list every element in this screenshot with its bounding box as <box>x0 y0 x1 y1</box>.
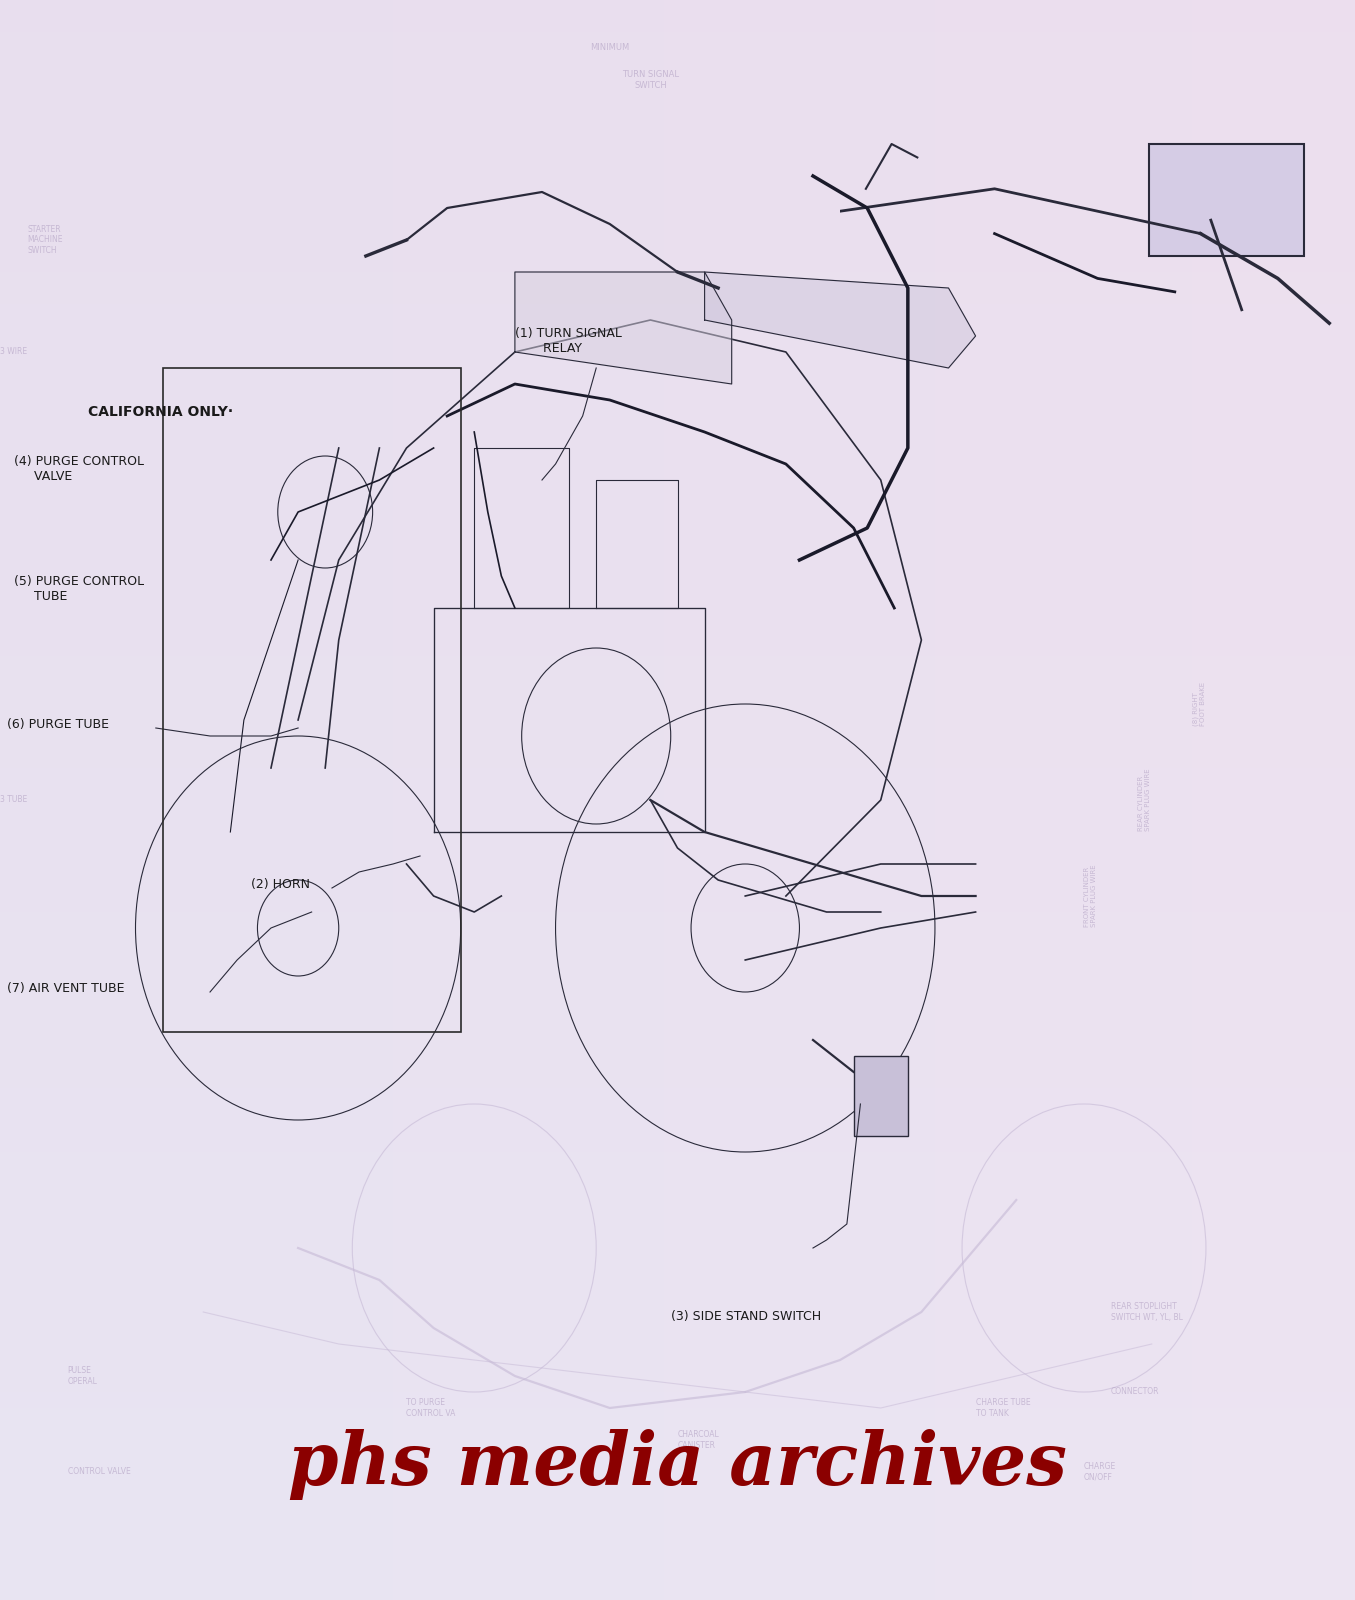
Text: TURN SIGNAL
SWITCH: TURN SIGNAL SWITCH <box>622 70 679 90</box>
Text: 3 WIRE: 3 WIRE <box>0 347 27 357</box>
Text: (3) SIDE STAND SWITCH: (3) SIDE STAND SWITCH <box>671 1310 821 1323</box>
Text: (2) HORN: (2) HORN <box>251 878 310 891</box>
Text: TO PURGE
CONTROL VA: TO PURGE CONTROL VA <box>406 1398 455 1418</box>
Text: CONNECTOR: CONNECTOR <box>1111 1387 1160 1397</box>
Text: phs media archives: phs media archives <box>289 1429 1066 1499</box>
Text: CHARGE
ON/OFF: CHARGE ON/OFF <box>1084 1462 1117 1482</box>
Text: (6) PURGE TUBE: (6) PURGE TUBE <box>7 718 108 731</box>
Text: CHARGE TUBE
TO TANK: CHARGE TUBE TO TANK <box>976 1398 1030 1418</box>
Text: (1) TURN SIGNAL
       RELAY: (1) TURN SIGNAL RELAY <box>515 326 622 355</box>
Text: (4) PURGE CONTROL
     VALVE: (4) PURGE CONTROL VALVE <box>14 454 144 483</box>
Text: CONTROL VALVE: CONTROL VALVE <box>68 1467 130 1477</box>
Polygon shape <box>515 272 732 384</box>
Text: MINIMUM: MINIMUM <box>591 43 629 53</box>
Text: STARTER
MACHINE
SWITCH: STARTER MACHINE SWITCH <box>27 226 62 254</box>
Text: (8) RIGHT
FOOT BRAKE: (8) RIGHT FOOT BRAKE <box>1192 682 1206 726</box>
Text: FRONT CYLINDER
SPARK PLUG WIRE: FRONT CYLINDER SPARK PLUG WIRE <box>1084 864 1098 928</box>
Bar <box>163 368 461 1032</box>
Text: PULSE
OPERAL: PULSE OPERAL <box>68 1366 98 1386</box>
Text: (5) PURGE CONTROL
     TUBE: (5) PURGE CONTROL TUBE <box>14 574 144 603</box>
Text: REAR CYLINDER
SPARK PLUG WIRE: REAR CYLINDER SPARK PLUG WIRE <box>1138 768 1152 832</box>
Text: (7) AIR VENT TUBE: (7) AIR VENT TUBE <box>7 982 125 995</box>
Text: CHARCOAL
CANISTER: CHARCOAL CANISTER <box>678 1430 720 1450</box>
Bar <box>854 1056 908 1136</box>
Text: REAR STOPLIGHT
SWITCH WT, YL, BL: REAR STOPLIGHT SWITCH WT, YL, BL <box>1111 1302 1183 1322</box>
Text: 3 TUBE: 3 TUBE <box>0 795 27 805</box>
Text: CALIFORNIA ONLY·: CALIFORNIA ONLY· <box>88 405 233 419</box>
Polygon shape <box>705 272 976 368</box>
